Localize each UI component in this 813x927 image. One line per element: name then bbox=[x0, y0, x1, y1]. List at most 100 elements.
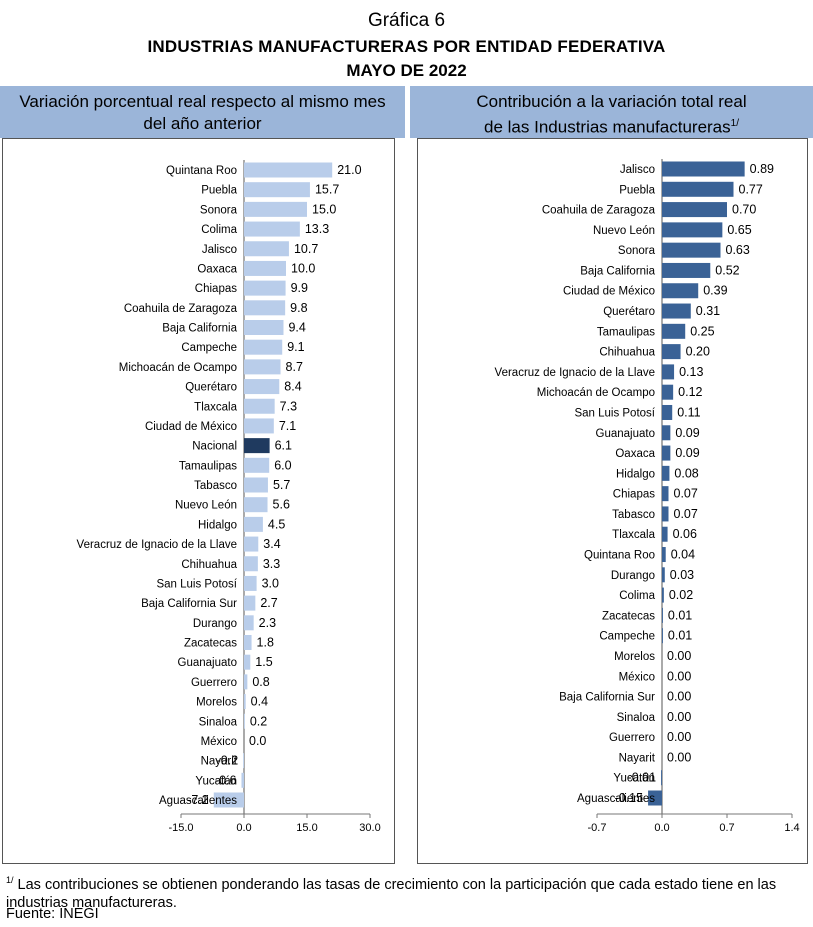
category-label: Durango bbox=[193, 618, 237, 630]
category-label: Yucatán bbox=[195, 775, 237, 787]
bar bbox=[662, 161, 745, 177]
bar bbox=[244, 713, 245, 729]
bar bbox=[662, 384, 674, 400]
category-label: Morelos bbox=[614, 651, 655, 663]
value-label: 0.00 bbox=[667, 690, 691, 704]
right-heading-line2: de las Industrias manufactureras bbox=[484, 117, 731, 137]
category-label: Sinaloa bbox=[617, 712, 656, 724]
value-label: 1.8 bbox=[257, 636, 274, 650]
category-label: Oaxaca bbox=[197, 263, 237, 275]
left-heading-line1: Variación porcentual real respecto al mi… bbox=[19, 92, 386, 111]
bar bbox=[213, 792, 244, 808]
bar bbox=[662, 202, 727, 218]
category-label: Puebla bbox=[619, 184, 655, 196]
bar bbox=[244, 418, 274, 434]
category-label: San Luis Potosí bbox=[156, 578, 237, 590]
value-label: 0.00 bbox=[667, 649, 691, 663]
bar bbox=[662, 425, 671, 441]
left-panel-heading: Variación porcentual real respecto al mi… bbox=[0, 86, 405, 138]
bar bbox=[244, 280, 286, 296]
value-label: 0.31 bbox=[696, 304, 720, 318]
category-label: Tabasco bbox=[194, 480, 237, 492]
chart-number: Gráfica 6 bbox=[367, 10, 446, 31]
value-label: 0.63 bbox=[726, 243, 750, 257]
category-label: Morelos bbox=[196, 697, 237, 709]
value-label: 0.4 bbox=[251, 695, 268, 709]
footnote-marker: 1/ bbox=[6, 875, 14, 885]
value-label: 0.00 bbox=[667, 710, 691, 724]
value-label: 9.4 bbox=[288, 321, 305, 335]
value-label: 15.0 bbox=[312, 202, 336, 216]
category-label: Nayarit bbox=[201, 756, 238, 768]
bar bbox=[662, 222, 723, 238]
contribution-bar-chart: -0.7 0.0 0.7 1.4 Jalisco 0.89 Puebla 0.77 Coahui… bbox=[495, 159, 800, 834]
category-label: Chihuahua bbox=[181, 559, 237, 571]
bar bbox=[662, 303, 691, 319]
right-panel-heading: Contribución a la variación total real d… bbox=[410, 86, 813, 138]
bar bbox=[244, 615, 254, 631]
right-chart-panel: -0.7 0.0 0.7 1.4 Jalisco 0.89 Puebla 0.77 Coahui… bbox=[417, 138, 808, 864]
category-label: Tamaulipas bbox=[597, 326, 655, 338]
bar bbox=[662, 628, 663, 644]
bar bbox=[662, 445, 671, 461]
value-label: 0.03 bbox=[670, 568, 694, 582]
bar bbox=[662, 506, 669, 522]
category-label: Nacional bbox=[192, 441, 237, 453]
left-chart-panel: -15.0 0.0 15.0 30.0 Quintana Roo 21.0 Puebla 15… bbox=[2, 138, 395, 864]
bar bbox=[244, 694, 246, 710]
value-label: 0.00 bbox=[667, 669, 691, 683]
value-label: -7.2 bbox=[187, 793, 209, 807]
category-label: México bbox=[201, 736, 237, 748]
value-label: 0.07 bbox=[674, 487, 698, 501]
category-label: San Luis Potosí bbox=[574, 407, 655, 419]
category-label: Coahuila de Zaragoza bbox=[124, 303, 238, 315]
x-tick-label: -15.0 bbox=[168, 822, 193, 834]
value-label: 13.3 bbox=[305, 222, 329, 236]
category-label: Quintana Roo bbox=[166, 165, 237, 177]
bar bbox=[244, 575, 257, 591]
bar bbox=[244, 477, 268, 493]
value-label: 8.7 bbox=[286, 360, 303, 374]
value-label: 6.0 bbox=[274, 458, 291, 472]
bar bbox=[244, 201, 307, 217]
category-label: Campeche bbox=[599, 631, 655, 643]
bar bbox=[662, 404, 673, 420]
value-label: 0.00 bbox=[667, 750, 691, 764]
value-label: 9.9 bbox=[291, 281, 308, 295]
category-label: Michoacán de Ocampo bbox=[119, 362, 237, 374]
right-heading-footnote-marker: 1/ bbox=[730, 118, 739, 129]
bar bbox=[662, 465, 670, 481]
value-label: 0.70 bbox=[732, 203, 756, 217]
value-label: 6.1 bbox=[275, 439, 292, 453]
value-label: 10.0 bbox=[291, 261, 315, 275]
bar bbox=[244, 595, 256, 611]
category-label: Oaxaca bbox=[615, 448, 655, 460]
value-label: 0.65 bbox=[727, 223, 751, 237]
bar bbox=[244, 635, 252, 650]
category-label: Baja California Sur bbox=[141, 598, 237, 610]
value-label: 0.89 bbox=[750, 162, 774, 176]
bar bbox=[244, 221, 300, 237]
bar bbox=[662, 547, 666, 563]
category-label: Aguascalientes bbox=[577, 793, 655, 805]
category-label: Hidalgo bbox=[616, 468, 655, 480]
bar bbox=[662, 607, 663, 623]
bar bbox=[244, 457, 270, 473]
value-label: 0.06 bbox=[673, 527, 697, 541]
left-heading-line2: del año anterior bbox=[143, 114, 262, 133]
bar bbox=[244, 260, 286, 276]
bar bbox=[244, 379, 280, 395]
bar bbox=[662, 567, 665, 583]
value-label: 0.04 bbox=[671, 548, 695, 562]
category-label: Tamaulipas bbox=[179, 460, 237, 472]
value-label: 3.3 bbox=[263, 557, 280, 571]
variation-bar-chart: -15.0 0.0 15.0 30.0 Quintana Roo 21.0 Puebla 15… bbox=[77, 160, 381, 834]
value-label: 0.08 bbox=[674, 466, 698, 480]
category-label: Ciudad de México bbox=[563, 286, 655, 298]
value-label: -0.15 bbox=[615, 791, 644, 805]
value-label: 4.5 bbox=[268, 517, 285, 531]
bar bbox=[662, 323, 686, 339]
category-label: Sonora bbox=[618, 245, 656, 257]
category-label: Jalisco bbox=[620, 164, 655, 176]
footnote-text: Las contribuciones se obtienen ponderand… bbox=[6, 876, 777, 911]
